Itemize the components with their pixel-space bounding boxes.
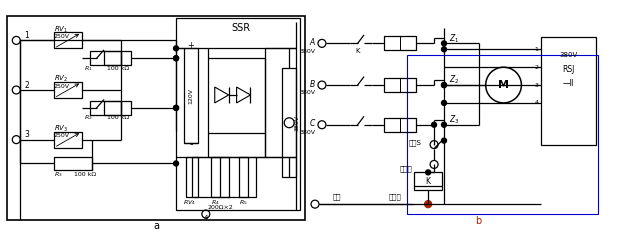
- Bar: [90, 101, 121, 115]
- Bar: [186, 158, 198, 197]
- Bar: [104, 101, 131, 115]
- Bar: [90, 51, 121, 65]
- Bar: [414, 172, 442, 190]
- Circle shape: [441, 100, 447, 105]
- Bar: [208, 58, 266, 133]
- Circle shape: [441, 82, 447, 88]
- Text: 3: 3: [24, 130, 29, 139]
- Text: $R_2$: $R_2$: [84, 113, 92, 122]
- Text: 接触器: 接触器: [399, 165, 412, 172]
- Text: $RV_3$: $RV_3$: [54, 124, 68, 134]
- Circle shape: [173, 56, 178, 61]
- Text: —Ⅱ: —Ⅱ: [562, 79, 574, 88]
- Text: 4: 4: [534, 100, 538, 105]
- Text: SSR: SSR: [231, 24, 250, 34]
- Text: RSJ: RSJ: [562, 65, 574, 74]
- Text: $R_1$: $R_1$: [84, 64, 92, 73]
- Bar: [54, 32, 82, 48]
- Bar: [239, 158, 256, 197]
- Text: 零线: 零线: [333, 193, 341, 199]
- Text: 1: 1: [24, 31, 29, 40]
- Bar: [384, 118, 416, 132]
- Text: $RV_4$: $RV_4$: [183, 198, 196, 207]
- Text: $R_3$: $R_3$: [54, 170, 63, 179]
- Bar: [408, 55, 598, 214]
- Text: M: M: [498, 80, 509, 90]
- Bar: [184, 48, 198, 143]
- Bar: [8, 16, 305, 220]
- Text: 100 kΩ: 100 kΩ: [107, 66, 129, 71]
- Text: 250V: 250V: [54, 133, 70, 138]
- Text: 4: 4: [203, 215, 208, 221]
- Bar: [282, 68, 296, 177]
- Text: $Z_2$: $Z_2$: [449, 74, 459, 86]
- Circle shape: [431, 122, 436, 127]
- Text: $R_5$: $R_5$: [239, 198, 247, 207]
- Circle shape: [173, 105, 178, 110]
- Text: 250V: 250V: [54, 34, 70, 39]
- Text: $RV_2$: $RV_2$: [54, 74, 68, 84]
- Text: 100 kΩ: 100 kΩ: [107, 115, 129, 120]
- Text: 380V: 380V: [295, 115, 300, 131]
- Text: 1: 1: [534, 47, 538, 52]
- Text: 2: 2: [24, 81, 29, 89]
- Bar: [54, 132, 82, 147]
- Text: $C$: $C$: [309, 117, 316, 128]
- Bar: [104, 51, 131, 65]
- Bar: [541, 38, 596, 145]
- Text: 2: 2: [534, 65, 538, 70]
- Text: K: K: [355, 48, 360, 54]
- Bar: [211, 158, 229, 197]
- Circle shape: [173, 56, 178, 61]
- Text: 380V: 380V: [559, 52, 577, 58]
- Circle shape: [441, 41, 447, 46]
- Circle shape: [173, 161, 178, 166]
- Circle shape: [173, 46, 178, 51]
- Text: 380V: 380V: [300, 90, 316, 96]
- Text: b: b: [475, 216, 482, 226]
- Circle shape: [173, 105, 178, 110]
- Bar: [384, 78, 416, 92]
- Bar: [176, 17, 300, 210]
- Text: $Z_1$: $Z_1$: [449, 32, 459, 45]
- Text: $A$: $A$: [309, 36, 316, 47]
- Text: +: +: [188, 41, 195, 50]
- Text: 380V: 380V: [300, 130, 316, 135]
- Text: K: K: [426, 177, 431, 186]
- Bar: [384, 36, 416, 50]
- Circle shape: [441, 122, 447, 127]
- Circle shape: [441, 82, 447, 88]
- Text: 200Ω×2: 200Ω×2: [208, 205, 234, 210]
- Text: $R_4$: $R_4$: [211, 198, 220, 207]
- Text: 120V: 120V: [188, 88, 193, 104]
- Circle shape: [441, 47, 447, 52]
- Circle shape: [441, 138, 447, 143]
- Text: 380V: 380V: [300, 49, 316, 54]
- Text: 接触器: 接触器: [389, 193, 402, 199]
- Text: $RV_1$: $RV_1$: [54, 24, 68, 34]
- Bar: [54, 82, 82, 98]
- Text: 100 kΩ: 100 kΩ: [74, 172, 96, 177]
- Text: a: a: [153, 221, 160, 231]
- Text: 250V: 250V: [54, 84, 70, 89]
- Bar: [54, 157, 92, 170]
- Circle shape: [426, 170, 431, 175]
- Circle shape: [425, 201, 431, 208]
- Text: 启动S: 启动S: [408, 139, 421, 146]
- Text: 3: 3: [534, 82, 538, 88]
- Text: $Z_3$: $Z_3$: [449, 113, 459, 126]
- Text: $B$: $B$: [309, 78, 316, 89]
- Text: -: -: [189, 140, 193, 150]
